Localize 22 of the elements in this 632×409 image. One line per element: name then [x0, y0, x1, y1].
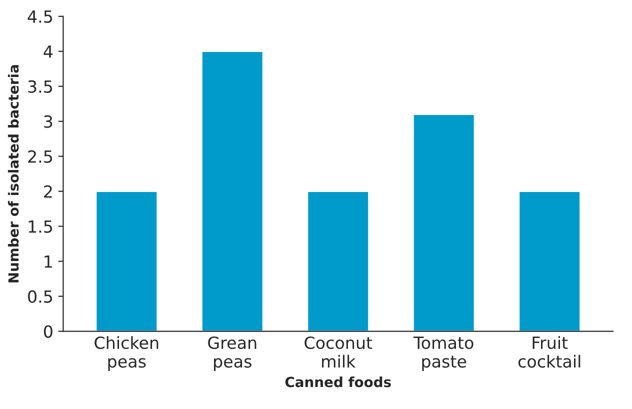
y-tick-label: 1.5 — [28, 220, 52, 233]
y-tick-label: 3 — [44, 115, 52, 128]
y-tick-label: 3.5 — [28, 80, 52, 93]
bar — [518, 190, 581, 332]
bar — [306, 190, 370, 332]
x-tick-label: Fruit cocktail — [518, 336, 580, 368]
x-tick-label: Coconut milk — [304, 336, 372, 368]
y-tick-label: 0.5 — [28, 290, 52, 303]
bar — [201, 50, 264, 332]
y-tick-label: 2 — [44, 185, 52, 198]
bar — [95, 190, 158, 332]
bar — [412, 114, 476, 332]
y-tick-label: 4 — [44, 46, 53, 58]
x-tick-label: Grean peas — [208, 336, 256, 371]
y-tick-label: 1 — [44, 255, 52, 268]
x-tick-label: Chicken peas — [94, 336, 158, 371]
y-tick-label: 2.5 — [28, 150, 52, 163]
x-axis-title: Canned foods — [285, 376, 391, 388]
x-tick-label: Tomato paste — [413, 336, 474, 371]
y-axis-title: Number of isolated bacteria — [8, 65, 19, 282]
y-tick-label: 0 — [44, 325, 52, 338]
y-tick-label: 4.5 — [28, 10, 52, 23]
